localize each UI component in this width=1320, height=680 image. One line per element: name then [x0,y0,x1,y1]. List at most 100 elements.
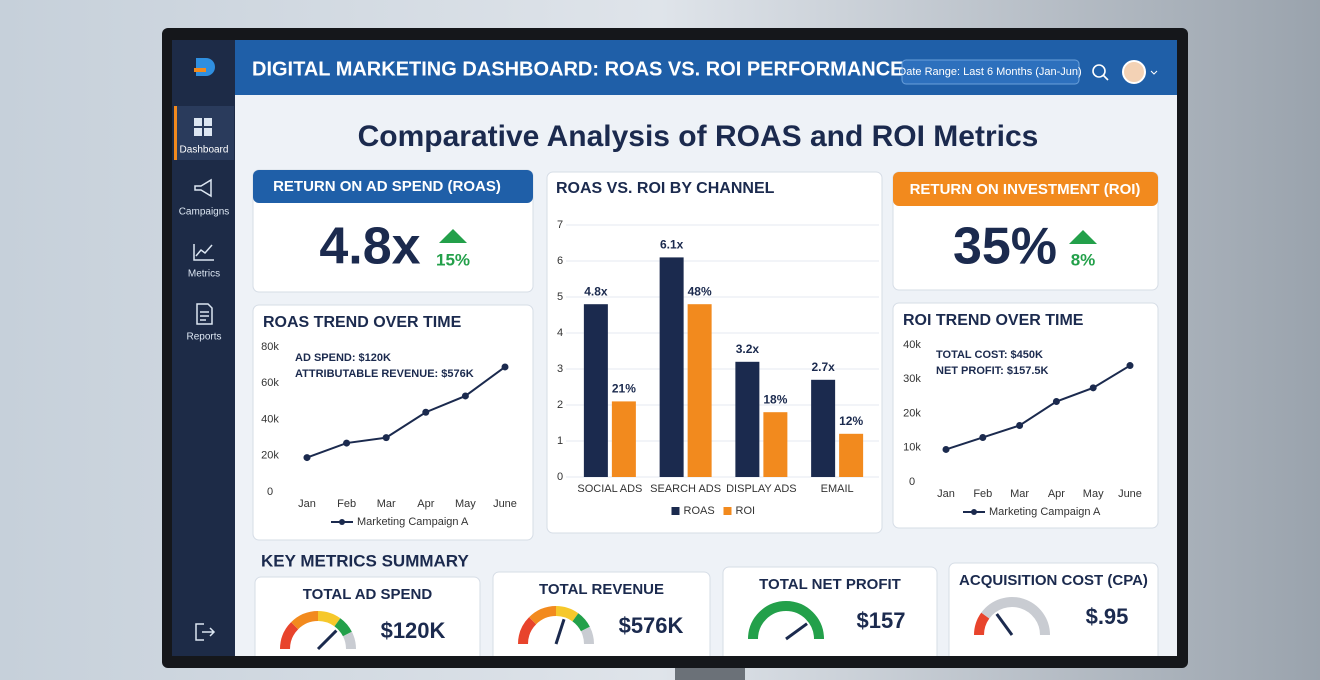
y-tick-label: 0 [557,471,563,483]
y-tick-label: 30k [903,373,921,385]
gauge-arc [974,612,990,636]
screen: Dashboard Campaigns Metrics Reports DIGI… [172,40,1177,656]
x-tick-label: Jan [937,488,955,500]
nav-indicator [174,106,177,160]
gauge-arc [317,611,341,627]
gauge-arc [342,631,356,650]
gauge-arc [572,613,590,632]
gauge-arc [280,622,299,650]
y-tick-label: 20k [261,450,279,462]
kpi-value: 35% [953,218,1057,276]
gauge-arc [580,626,594,645]
x-tick-label: Apr [417,498,434,510]
gauge-needle [554,618,566,645]
point [461,392,469,400]
gauge-arc [748,601,824,640]
metric-value: $576K [619,613,684,638]
gauge-arc [529,606,557,625]
date-range-box[interactable] [901,59,1080,85]
legend-swatch [671,507,680,515]
metric-title: TOTAL NET PROFIT [759,576,901,593]
y-tick-label: 2 [557,399,563,411]
annotation: AD SPEND: $120K [295,352,391,364]
y-tick-label: 5 [557,291,563,303]
bar [839,433,864,477]
y-tick-label: 40k [261,413,279,425]
point [501,363,509,371]
legend-swatch [723,507,732,515]
avatar-caret [1150,70,1158,75]
point [942,445,950,453]
x-tick-label: SEARCH ADS [650,483,721,495]
gauge-arc [555,606,579,622]
nav-item[interactable]: Dashboard [180,145,229,156]
nav-item[interactable]: Campaigns [179,207,230,218]
annotation: ATTRIBUTABLE REVENUE: $576K [295,368,474,380]
search-icon [1102,74,1109,81]
page-title: Comparative Analysis of ROAS and ROI Met… [358,120,1039,153]
y-tick-label: 0 [267,486,273,498]
logout-icon[interactable] [195,623,216,641]
point [1089,384,1097,392]
y-tick-label: 7 [557,219,563,231]
bar [735,361,760,477]
legend-label: ROI [736,505,756,517]
kpi-title: RETURN ON INVESTMENT (ROI) [910,181,1141,198]
gauge-needle [785,622,808,641]
value-label: 3.2x [736,342,760,356]
value-label: 48% [688,284,712,298]
bar [659,257,684,477]
metric-card [254,576,481,656]
x-tick-label: SOCIAL ADS [577,483,642,495]
x-tick-label: Feb [337,498,356,510]
value-label: 4.8x [584,284,608,298]
x-tick-label: Mar [377,498,396,510]
y-tick-label: 80k [261,341,279,353]
point [303,454,311,462]
chart-title: ROAS TREND OVER TIME [263,314,462,331]
summary-title: KEY METRICS SUMMARY [261,551,469,570]
gauge-arc [334,618,352,637]
x-tick-label: Apr [1048,488,1065,500]
y-tick-label: 10k [903,442,921,454]
up-arrow [1069,230,1097,244]
date-range[interactable]: Date Range: Last 6 Months (Jan-Jun) [898,66,1081,78]
campaigns-icon [194,178,212,198]
line [945,364,1131,451]
metric-value: $157 [857,608,906,633]
metric-card [492,571,711,656]
gauge-needle [316,629,338,651]
point [343,439,351,447]
charts: ROAS VS. ROI BY CHANNEL 0 1 2 3 4 5 6 7 SOCIAL AD… [261,180,1142,528]
chart-title: ROI TREND OVER TIME [903,312,1084,329]
value-label: 2.7x [811,360,835,374]
metric-card [948,562,1159,656]
chart-card [892,302,1159,529]
legend-dot [971,509,977,515]
bar [763,412,788,477]
y-tick-label: 3 [557,363,563,375]
search-icon[interactable] [1092,64,1106,78]
up-arrow [439,229,467,243]
avatar[interactable] [1122,60,1146,84]
gauge-arc [518,617,537,645]
annotation: NET PROFIT: $157.5K [936,365,1049,377]
gauge-needle [995,613,1014,636]
x-tick-label: June [1118,488,1142,500]
x-tick-label: EMAIL [821,483,854,495]
metric-value: $.95 [1086,604,1129,629]
y-tick-label: 1 [557,435,563,447]
kpi-value: 4.8x [319,218,420,276]
metric-card [722,566,938,656]
point [1126,362,1134,370]
nav-item[interactable]: Metrics [188,269,220,280]
point [382,434,390,442]
gauge-arc [981,597,1050,636]
bar [611,401,636,477]
metric-title: ACQUISITION COST (CPA) [959,572,1148,589]
nav-item[interactable]: Reports [186,332,221,343]
x-tick-label: Feb [973,488,992,500]
metrics-icon [193,244,214,261]
value-label: 12% [839,414,863,428]
